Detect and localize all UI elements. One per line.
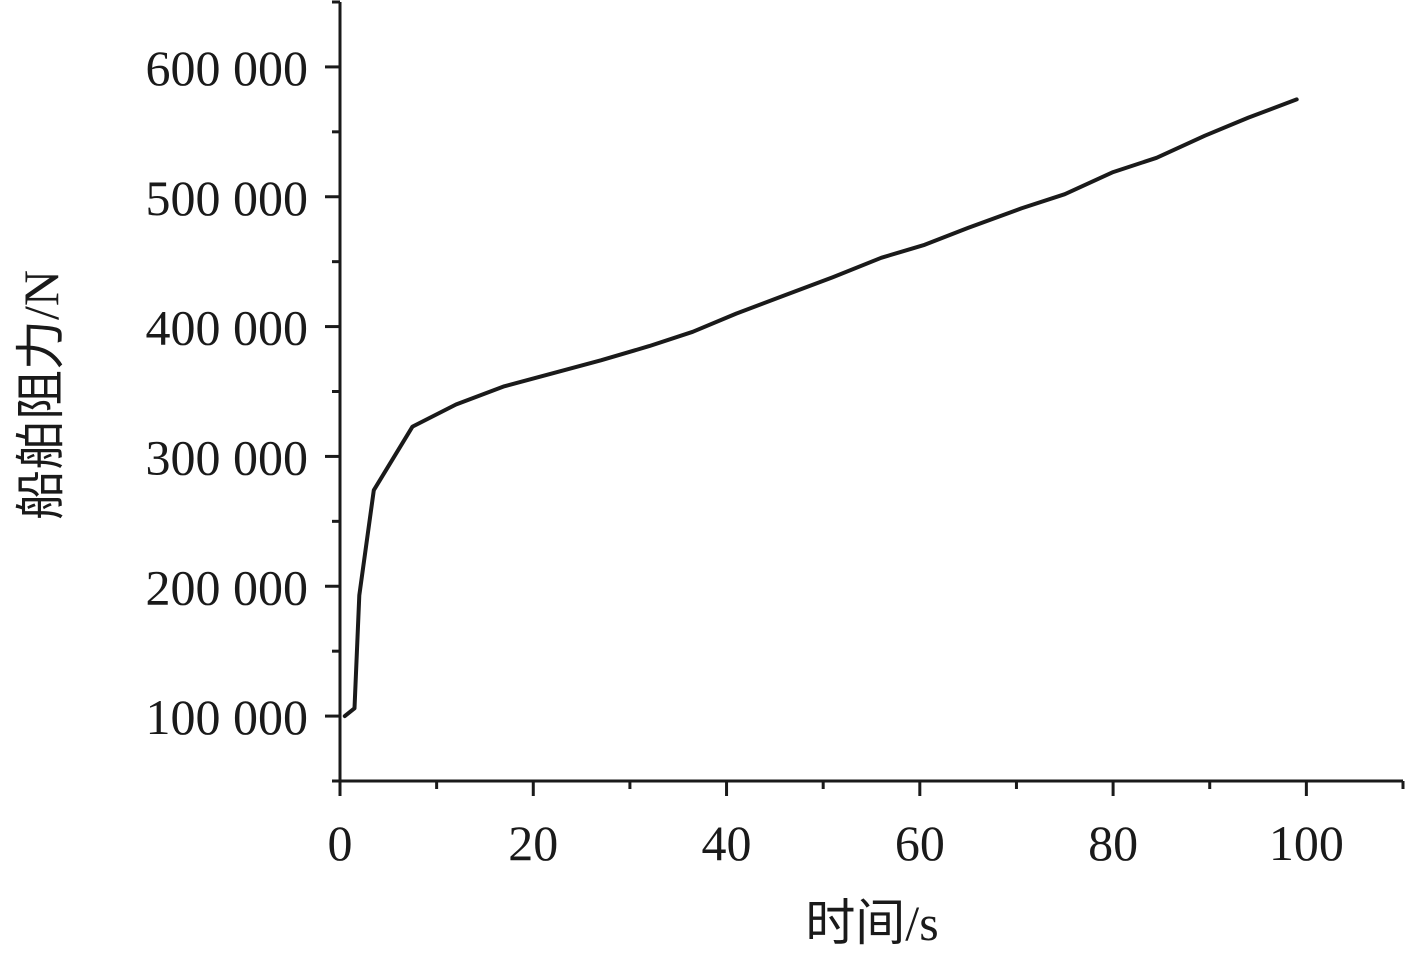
x-tick-label: 40 (702, 815, 752, 871)
y-axis-title: 船舶阻力/N (13, 270, 69, 520)
y-tick-label: 200 000 (146, 559, 309, 615)
x-tick-label: 0 (328, 815, 353, 871)
series (342, 97, 1299, 719)
y-tick-label: 400 000 (146, 300, 309, 356)
y-tick-label: 300 000 (146, 429, 309, 485)
x-axis-title: 时间/s (805, 895, 938, 949)
x-tick-label: 20 (508, 815, 558, 871)
series-line (342, 97, 1299, 719)
x-tick-label: 100 (1269, 815, 1344, 871)
x-tick-label: 60 (895, 815, 945, 871)
y-tick-label: 500 000 (146, 170, 309, 226)
y-tick-label: 600 000 (146, 40, 309, 96)
y-tick-label: 100 000 (146, 689, 309, 745)
x-tick-label: 80 (1088, 815, 1138, 871)
tick-labels: 0 20 40 60 80 100 100 000 200 000 300 000 400 000… (146, 40, 1344, 871)
ticks (325, 0, 1405, 796)
